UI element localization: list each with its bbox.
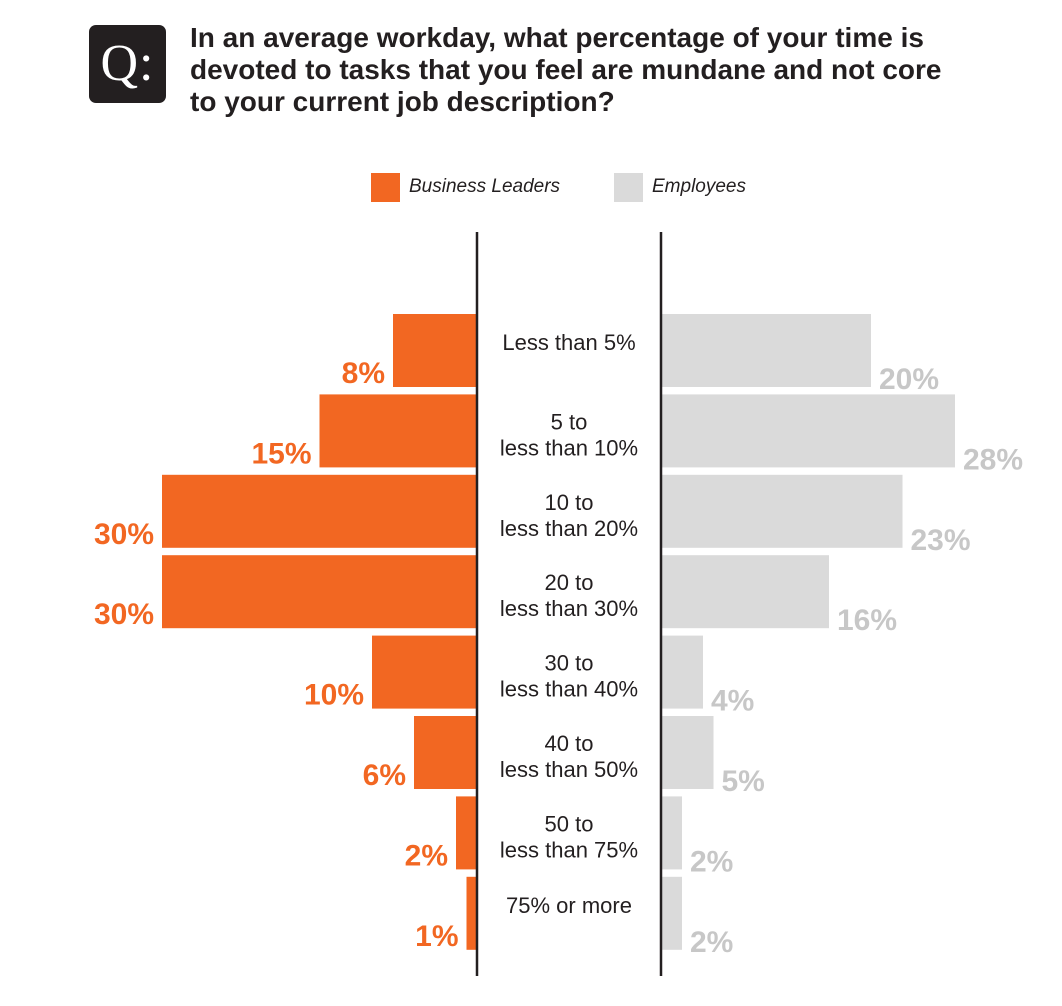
bar-employees-4 xyxy=(661,555,829,629)
question-line-3: to your current job description? xyxy=(190,86,615,117)
question-line-1: In an average workday, what percentage o… xyxy=(190,22,924,53)
question-badge: Q: xyxy=(89,25,166,103)
bar-employees-7 xyxy=(661,796,682,870)
bar-business-leaders-5 xyxy=(372,635,477,709)
value-label-employees-5: 4% xyxy=(711,685,754,718)
value-label-employees-7: 2% xyxy=(690,845,733,878)
category-label-4-line-2: less than 30% xyxy=(500,596,638,621)
bar-employees-3 xyxy=(661,474,903,548)
bar-business-leaders-6 xyxy=(414,716,477,789)
bar-employees-2 xyxy=(661,394,955,468)
value-label-employees-2: 28% xyxy=(963,443,1023,476)
category-label-5-line-2: less than 40% xyxy=(500,677,638,702)
value-label-business-leaders-2: 15% xyxy=(251,437,311,470)
category-label-1: Less than 5% xyxy=(502,330,635,355)
legend-label-employees: Employees xyxy=(652,176,746,197)
bar-employees-8 xyxy=(661,876,682,950)
value-label-employees-6: 5% xyxy=(722,765,765,798)
value-label-employees-1: 20% xyxy=(879,363,939,396)
value-label-business-leaders-7: 2% xyxy=(405,839,448,872)
question-line-2: devoted to tasks that you feel are munda… xyxy=(190,54,942,85)
bar-business-leaders-1 xyxy=(393,314,477,387)
legend-item-employees: Employees xyxy=(614,172,746,202)
value-label-business-leaders-5: 10% xyxy=(304,679,364,712)
category-label-2-line-1: 5 to xyxy=(551,409,588,434)
value-label-employees-3: 23% xyxy=(911,524,971,557)
value-label-business-leaders-3: 30% xyxy=(94,518,154,551)
category-label-7-line-1: 50 to xyxy=(545,811,594,836)
bar-employees-1 xyxy=(661,314,871,387)
value-label-business-leaders-1: 8% xyxy=(342,357,385,390)
question-text: In an average workday, what percentage o… xyxy=(190,22,1050,118)
bar-business-leaders-3 xyxy=(162,474,477,548)
category-label-6-line-1: 40 to xyxy=(545,731,594,756)
category-label-7-line-2: less than 75% xyxy=(500,837,638,862)
category-label-2-line-2: less than 10% xyxy=(500,435,638,460)
legend-swatch-employees xyxy=(614,172,643,202)
category-label-4-line-1: 20 to xyxy=(545,570,594,595)
value-label-business-leaders-8: 1% xyxy=(415,920,458,953)
category-label-8: 75% or more xyxy=(506,893,632,918)
category-label-5-line-1: 30 to xyxy=(545,651,594,676)
legend-label-business-leaders: Business Leaders xyxy=(409,176,561,197)
bar-employees-5 xyxy=(661,635,703,709)
bar-business-leaders-2 xyxy=(319,394,477,468)
value-label-employees-4: 16% xyxy=(837,604,897,637)
value-label-business-leaders-6: 6% xyxy=(363,759,406,792)
bar-business-leaders-4 xyxy=(162,555,477,629)
value-label-employees-8: 2% xyxy=(690,926,733,959)
legend-item-business-leaders: Business Leaders xyxy=(371,172,560,202)
bar-business-leaders-8 xyxy=(466,876,477,950)
value-label-business-leaders-4: 30% xyxy=(94,598,154,631)
category-label-3-line-2: less than 20% xyxy=(500,516,638,541)
bar-business-leaders-7 xyxy=(456,796,477,870)
legend-swatch-business-leaders xyxy=(371,172,400,202)
category-label-3-line-1: 10 to xyxy=(545,490,594,515)
category-label-6-line-2: less than 50% xyxy=(500,757,638,782)
bar-employees-6 xyxy=(661,716,714,789)
